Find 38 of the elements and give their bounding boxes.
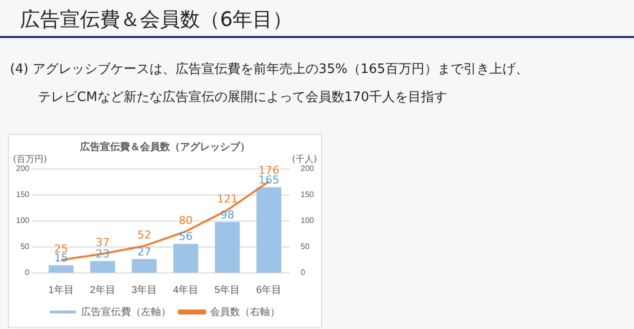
y2-axis-title: (千人): [292, 154, 317, 165]
x-tick-label: 5年目: [214, 284, 240, 296]
x-tick-label: 4年目: [172, 284, 199, 296]
y-tick-label: 150: [16, 190, 30, 200]
text: (4) アグレッシブケースは、広告宣伝費を前年売上の35%（165百万円）まで引き上げ、: [10, 61, 528, 78]
x-tick-label: 3年目: [131, 284, 158, 296]
y2-tick-label: 150: [300, 190, 315, 200]
legend-label: 会員数（右軸）: [210, 306, 280, 318]
data-label: 98: [220, 208, 234, 222]
y-tick-label: 50: [20, 242, 30, 252]
data-label: 52: [137, 228, 152, 242]
data-label: 80: [178, 214, 193, 227]
bar: [173, 244, 198, 272]
y-tick-label: 0: [24, 268, 30, 278]
bar: [256, 187, 282, 272]
y-tick-label: 200: [16, 164, 30, 174]
y2-tick-label: 50: [300, 242, 310, 252]
chart-title: 広告宣伝費＆会員数（アグレッシブ）: [79, 140, 250, 153]
y2-tick-label: 0: [300, 268, 306, 278]
bar: [214, 222, 240, 272]
x-tick-label: 6年目: [256, 284, 282, 296]
legend-label: 広告宣伝費（左軸）: [81, 306, 171, 318]
x-tick-label: 2年目: [90, 284, 116, 296]
x-tick-label: 1年目: [48, 284, 74, 296]
data-label: 37: [96, 236, 110, 250]
text: 広告宣伝費＆会員数（6年目）: [20, 6, 293, 33]
text: テレビCMなど新たな広告宣伝の展開によって会員数170千人を目指す: [38, 89, 448, 106]
data-label: 121: [216, 192, 238, 206]
bar: [132, 258, 157, 272]
y2-tick-label: 100: [300, 216, 315, 226]
data-label: 56: [178, 230, 193, 244]
y2-tick-label: 200: [300, 164, 315, 174]
data-label: 15: [54, 252, 68, 265]
y-tick-label: 100: [16, 216, 30, 226]
data-label: 27: [137, 245, 152, 258]
bar: [48, 265, 74, 272]
bar: [90, 261, 116, 272]
y-axis-title: (百万円): [13, 154, 48, 165]
